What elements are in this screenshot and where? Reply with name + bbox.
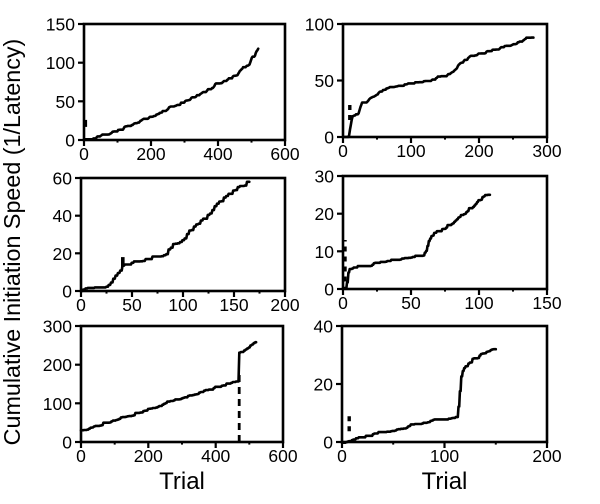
svg-text:200: 200	[136, 144, 165, 164]
svg-text:200: 200	[134, 446, 163, 466]
svg-text:400: 400	[201, 446, 230, 466]
svg-text:10: 10	[315, 242, 335, 262]
svg-text:600: 600	[268, 446, 297, 466]
svg-text:0: 0	[62, 433, 72, 453]
svg-text:300: 300	[43, 317, 72, 337]
svg-text:150: 150	[532, 293, 561, 313]
svg-text:600: 600	[270, 144, 299, 164]
svg-text:50: 50	[122, 295, 142, 315]
svg-text:20: 20	[315, 204, 335, 224]
svg-text:0: 0	[62, 282, 72, 302]
svg-text:40: 40	[53, 206, 73, 226]
svg-text:300: 300	[532, 141, 561, 161]
svg-text:0: 0	[76, 295, 86, 315]
svg-text:100: 100	[46, 53, 75, 73]
svg-text:100: 100	[464, 293, 493, 313]
svg-text:400: 400	[203, 144, 232, 164]
svg-text:20: 20	[53, 244, 73, 264]
svg-text:0: 0	[323, 433, 333, 453]
svg-text:0: 0	[65, 131, 75, 151]
svg-text:30: 30	[315, 167, 335, 187]
svg-text:0: 0	[338, 293, 348, 313]
svg-text:0: 0	[324, 128, 334, 148]
svg-text:50: 50	[56, 92, 76, 112]
svg-text:150: 150	[219, 295, 248, 315]
svg-text:100: 100	[396, 141, 425, 161]
svg-text:100: 100	[430, 446, 459, 466]
svg-text:150: 150	[46, 15, 75, 35]
svg-text:50: 50	[315, 71, 335, 91]
svg-text:200: 200	[43, 355, 72, 375]
svg-text:100: 100	[43, 394, 72, 414]
svg-text:60: 60	[53, 169, 73, 189]
svg-text:0: 0	[324, 280, 334, 300]
svg-text:100: 100	[168, 295, 197, 315]
svg-text:40: 40	[314, 317, 334, 337]
svg-text:200: 200	[270, 295, 299, 315]
svg-text:0: 0	[337, 446, 347, 466]
svg-text:20: 20	[314, 375, 334, 395]
svg-text:0: 0	[338, 141, 348, 161]
svg-text:200: 200	[464, 141, 493, 161]
svg-text:200: 200	[532, 446, 561, 466]
svg-text:50: 50	[401, 293, 421, 313]
svg-text:100: 100	[305, 15, 334, 35]
svg-text:0: 0	[79, 144, 89, 164]
svg-text:0: 0	[76, 446, 86, 466]
